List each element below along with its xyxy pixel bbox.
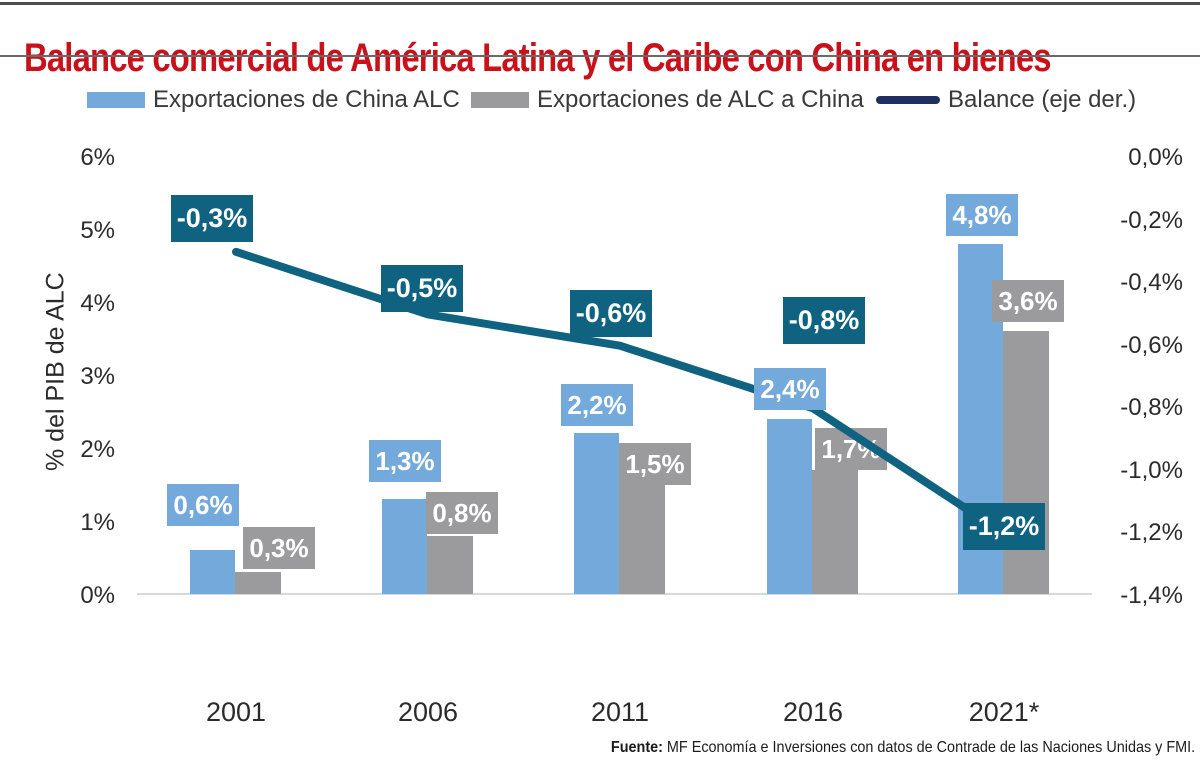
bar-label-china-alc: 2,4% (754, 367, 826, 410)
bar-label-alc-china: 0,3% (243, 527, 315, 570)
x-axis-label: 2001 (205, 697, 267, 727)
x-axis-label: 2016 (782, 697, 844, 727)
left-axis-tick: 3% (80, 363, 115, 390)
balance-label: -0,6% (570, 289, 652, 337)
bar-label-china-alc: 0,6% (167, 484, 239, 527)
balance-label: -1,2% (963, 503, 1045, 551)
source-note: Fuente: MF Economía e Inversiones con da… (611, 739, 1195, 757)
source-text: MF Economía e Inversiones con datos de C… (662, 739, 1195, 756)
right-axis-tick: -0,8% (1120, 394, 1183, 422)
legend-item-alc-china: Exportaciones de ALC a China (471, 84, 864, 116)
legend-line-icon (876, 96, 940, 104)
source-prefix: Fuente: (610, 739, 663, 756)
bar-china-alc (574, 433, 619, 594)
left-axis-tick: 6% (80, 144, 115, 171)
bar-china-alc (767, 418, 812, 594)
bar-alc-china (235, 572, 281, 594)
legend-label: Balance (eje der.) (948, 86, 1137, 113)
bar-alc-china (812, 469, 858, 594)
header-bottom-rule (0, 55, 1200, 57)
balance-label: -0,3% (171, 194, 253, 242)
legend-swatch-gray-icon (471, 92, 529, 108)
right-axis-tick: -0,4% (1120, 269, 1183, 297)
legend-item-balance: Balance (eje der.) (876, 84, 1136, 116)
bar-label-alc-china: 1,5% (619, 442, 691, 485)
x-axis-label: 2006 (397, 697, 459, 727)
bar-china-alc (382, 499, 427, 594)
bar-label-china-alc: 4,8% (946, 193, 1018, 236)
bar-label-china-alc: 1,3% (369, 440, 441, 483)
x-axis-label: 2021* (968, 697, 1040, 727)
legend-label: Exportaciones de ALC a China (537, 86, 864, 113)
bar-alc-china (1003, 331, 1049, 594)
left-axis-tick: 4% (80, 290, 115, 317)
legend-item-china-alc: Exportaciones de China ALC (87, 84, 460, 116)
zero-gridline (137, 593, 1092, 595)
right-axis-tick: -1,2% (1120, 519, 1183, 547)
left-axis-tick: 0% (80, 582, 115, 609)
right-axis-tick: -0,6% (1120, 331, 1183, 359)
left-axis-tick: 1% (80, 509, 115, 536)
legend-swatch-blue-icon (87, 92, 145, 108)
bar-china-alc (190, 550, 235, 594)
bar-label-alc-china: 0,8% (426, 491, 498, 534)
balance-label: -0,5% (381, 265, 463, 313)
left-axis-tick: 2% (80, 436, 115, 463)
right-axis-tick: -1,4% (1120, 582, 1183, 609)
bar-label-alc-china: 1,7% (815, 427, 887, 470)
bar-label-china-alc: 2,2% (561, 384, 633, 427)
right-axis-tick: 0,0% (1128, 144, 1183, 171)
bar-alc-china (619, 484, 665, 594)
balance-label: -0,8% (783, 297, 865, 345)
header-top-rule (0, 2, 1200, 5)
right-axis-tick: -0,2% (1120, 206, 1183, 234)
bar-label-alc-china: 3,6% (992, 280, 1064, 323)
x-axis-label: 2011 (590, 697, 650, 727)
bar-alc-china (427, 535, 473, 594)
left-axis-tick: 5% (80, 217, 115, 244)
right-axis-tick: -1,0% (1120, 456, 1183, 484)
page-title: Balance comercial de América Latina y el… (24, 35, 1051, 80)
legend-label: Exportaciones de China ALC (153, 86, 460, 113)
